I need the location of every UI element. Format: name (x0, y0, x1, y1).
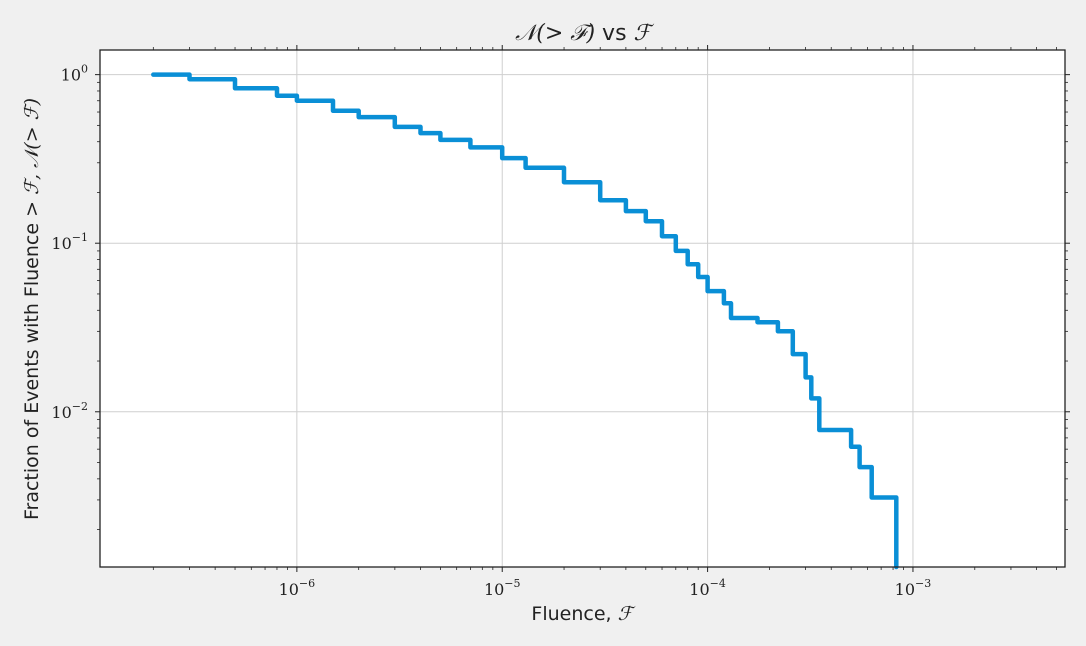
y-tick-exponent: −2 (72, 400, 88, 413)
y-axis-label-math: ℱ, 𝒩(> ℱ) (21, 98, 43, 195)
x-tick-base: 10 (689, 580, 709, 599)
grid (100, 50, 1065, 567)
y-tick-label: 100 (61, 63, 88, 85)
plot-area (100, 50, 1065, 567)
y-tick-base: 10 (51, 403, 71, 422)
x-tick-base: 10 (279, 580, 299, 599)
x-tick-exponent: −6 (299, 577, 315, 590)
x-axis-label: Fluence, ℱ (531, 603, 635, 625)
x-tick-base: 10 (895, 580, 915, 599)
x-axis-label-text: Fluence, (531, 603, 617, 625)
series-layer (151, 72, 899, 570)
x-ticks: 10−6 10−5 10−4 10−3 (279, 45, 932, 599)
plot-frame (99, 49, 1066, 568)
y-tick-base: 10 (51, 234, 71, 253)
title-math-n: 𝒩(> ℱ) (515, 21, 595, 46)
title-vs: vs (595, 21, 633, 46)
y-axis-label-text: Fraction of Events with Fluence > (21, 195, 43, 520)
y-tick-exponent: 0 (81, 63, 88, 76)
x-tick-exponent: −4 (710, 577, 726, 590)
y-tick-base: 10 (61, 66, 81, 85)
x-axis-label-math: ℱ (618, 603, 636, 625)
ccdf-series-line (151, 72, 899, 570)
x-tick-label: 10−6 (279, 577, 316, 599)
x-tick-exponent: −5 (504, 577, 520, 590)
y-axis-label: Fraction of Events with Fluence > ℱ, 𝒩(>… (21, 98, 43, 520)
x-tick-base: 10 (484, 580, 504, 599)
title-math-f: ℱ (634, 21, 655, 46)
x-tick-label: 10−5 (484, 577, 521, 599)
y-tick-label: 10−2 (51, 400, 88, 422)
chart-title: 𝒩(> ℱ) vs ℱ (515, 21, 654, 46)
x-tick-exponent: −3 (915, 577, 931, 590)
y-tick-exponent: −1 (72, 231, 88, 244)
x-tick-label: 10−4 (689, 577, 726, 599)
x-tick-label: 10−3 (895, 577, 932, 599)
y-tick-label: 10−1 (51, 231, 88, 253)
